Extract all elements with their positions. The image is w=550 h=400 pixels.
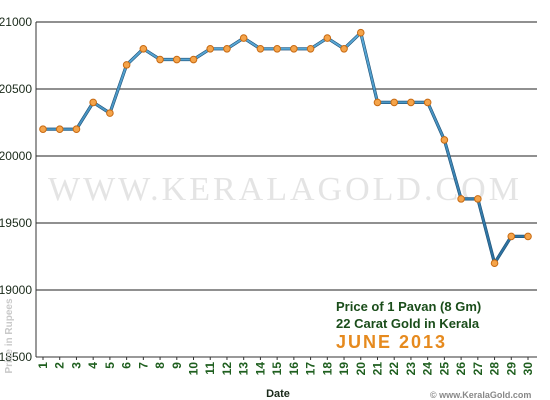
data-point bbox=[290, 45, 298, 53]
series-line-path bbox=[43, 31, 528, 265]
y-tick-labels: 21000 20500 20000 19500 19000 18500 bbox=[0, 15, 32, 364]
x-tick-label: 11 bbox=[203, 362, 217, 375]
data-point bbox=[306, 45, 315, 53]
data-point bbox=[239, 34, 248, 42]
x-tick-label: 10 bbox=[187, 362, 201, 376]
series-line-shadow bbox=[43, 31, 528, 265]
data-point bbox=[122, 61, 131, 69]
x-tick-label: 26 bbox=[454, 362, 468, 376]
data-point bbox=[440, 136, 449, 144]
annotation-subtitle: 22 Carat Gold in Kerala bbox=[336, 316, 480, 331]
axes bbox=[35, 22, 537, 360]
x-tick-label: 13 bbox=[237, 362, 251, 376]
data-point bbox=[72, 125, 81, 133]
watermark-text: WWW.KERALAGOLD.COM bbox=[48, 171, 522, 208]
x-tick-label: 25 bbox=[437, 362, 451, 376]
x-tick-label: 17 bbox=[304, 362, 318, 376]
x-tick-label: 1 bbox=[36, 362, 50, 369]
x-tick-label: 7 bbox=[136, 362, 150, 369]
x-tick-label: 2 bbox=[53, 362, 67, 369]
y-tick-label: 21000 bbox=[0, 15, 32, 29]
x-tick-label: 4 bbox=[86, 362, 100, 369]
annotation-month: JUNE 2013 bbox=[336, 332, 447, 352]
data-point bbox=[490, 259, 499, 268]
x-tick-label: 20 bbox=[354, 362, 368, 376]
data-point bbox=[206, 45, 215, 53]
y-tick-label: 20500 bbox=[0, 82, 32, 96]
x-tick-label: 9 bbox=[170, 362, 184, 369]
x-tick-label: 16 bbox=[287, 362, 301, 376]
data-point bbox=[256, 45, 265, 53]
data-point bbox=[507, 232, 516, 241]
data-point bbox=[474, 195, 482, 203]
data-point bbox=[89, 98, 97, 107]
data-point bbox=[423, 98, 432, 107]
x-tick-label: 15 bbox=[270, 362, 284, 376]
x-tick-label: 24 bbox=[421, 362, 435, 376]
x-tick-label: 8 bbox=[153, 362, 167, 369]
x-tick-label: 5 bbox=[103, 362, 117, 369]
data-point bbox=[223, 45, 231, 53]
data-point bbox=[189, 55, 198, 64]
data-point bbox=[156, 55, 164, 64]
data-point bbox=[273, 45, 281, 53]
data-point bbox=[407, 98, 415, 107]
y-axis-label: Price in Rupees bbox=[4, 298, 15, 373]
x-tick-label: 30 bbox=[521, 362, 535, 376]
x-axis-label: Date bbox=[266, 388, 290, 400]
x-tick-label: 3 bbox=[69, 362, 83, 369]
y-tick-label: 19500 bbox=[0, 216, 32, 230]
data-point bbox=[139, 45, 148, 53]
data-point bbox=[524, 232, 532, 241]
data-point bbox=[373, 98, 382, 107]
y-tick-label: 20000 bbox=[0, 149, 32, 163]
data-point bbox=[323, 34, 332, 42]
x-tick-label: 18 bbox=[320, 362, 334, 376]
x-tick-label: 27 bbox=[471, 362, 485, 376]
data-point bbox=[55, 125, 64, 133]
data-points bbox=[39, 28, 532, 268]
data-point bbox=[340, 45, 348, 53]
x-tick-label: 21 bbox=[370, 362, 384, 376]
data-point bbox=[457, 195, 465, 203]
data-point bbox=[106, 109, 114, 117]
x-tick-label: 28 bbox=[488, 362, 502, 376]
data-point bbox=[172, 55, 181, 64]
x-tick-label: 19 bbox=[337, 362, 351, 376]
x-tick-label: 12 bbox=[220, 362, 234, 376]
data-point bbox=[39, 125, 47, 133]
x-tick-label: 22 bbox=[387, 362, 401, 376]
x-tick-label: 23 bbox=[404, 362, 418, 376]
x-tick-label: 6 bbox=[120, 362, 134, 369]
x-tick-label: 29 bbox=[504, 362, 518, 376]
data-point bbox=[390, 98, 399, 107]
data-point bbox=[356, 28, 365, 37]
credit-text: © www.KeralaGold.com bbox=[430, 390, 531, 400]
y-tick-label: 19000 bbox=[0, 283, 32, 297]
x-tick-labels: 1 2 3 4 5 6 7 8 9 10 11 12 13 14 15 16 17 18 19 20 21 22 23 24 2… bbox=[36, 362, 535, 376]
series-line bbox=[43, 31, 528, 265]
annotation-title: Price of 1 Pavan (8 Gm) bbox=[336, 299, 481, 314]
x-tick-label: 14 bbox=[253, 362, 267, 376]
y-tick-label: 18500 bbox=[0, 350, 32, 364]
